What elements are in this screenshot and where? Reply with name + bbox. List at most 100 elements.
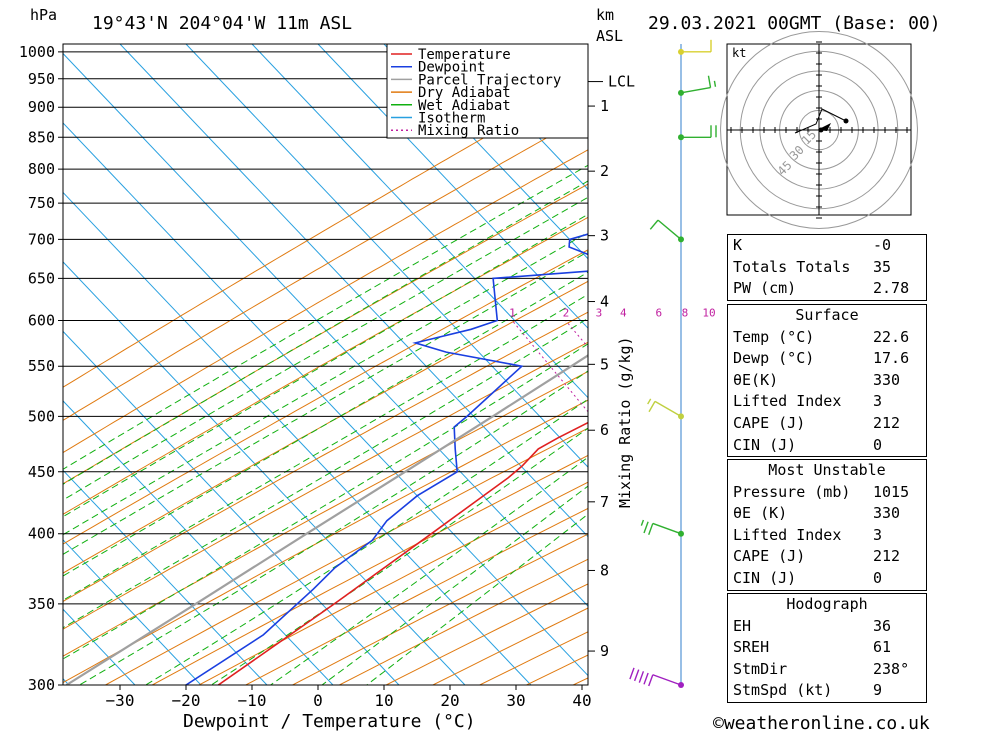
pressure-tick-label: 750 xyxy=(28,194,55,212)
surface-row: Lifted Index 3 xyxy=(733,392,883,411)
pressure-tick-label: 650 xyxy=(28,269,55,287)
hodograph-table-title: Hodograph xyxy=(786,595,868,613)
wind-barb-flag xyxy=(643,521,649,534)
temperature-tick-label: −30 xyxy=(106,691,135,710)
mixing-ratio-label: 3 xyxy=(596,306,603,319)
wind-barb-staff xyxy=(652,522,682,535)
legend-label: Dewpoint xyxy=(418,60,485,76)
lcl-label: LCL xyxy=(608,73,635,91)
x-axis-label: Dewpoint / Temperature (°C) xyxy=(183,711,476,732)
indices-table: K -0 Totals Totals 35 PW (cm) 2.78 xyxy=(727,234,927,301)
wet-adiabat-line xyxy=(63,180,588,485)
wind-barb-flag xyxy=(648,674,654,687)
most-unstable-row: Lifted Index 3 xyxy=(733,525,883,544)
wind-barb-staff xyxy=(652,674,682,686)
isotherm-line xyxy=(63,52,588,607)
isotherm-line xyxy=(119,44,588,538)
hodograph-unit: kt xyxy=(732,46,746,60)
most-unstable-row: CAPE (J) 212 xyxy=(733,547,901,566)
storm-motion-arrow xyxy=(817,123,831,131)
hodograph-endpoint xyxy=(843,118,849,124)
pressure-unit: hPa xyxy=(30,6,57,24)
wet-adiabat-line xyxy=(63,213,588,518)
isotherm-line xyxy=(63,539,202,685)
dry-adiabat-line xyxy=(152,454,588,685)
temperature-tick-label: 30 xyxy=(506,691,525,710)
dry-adiabat-line xyxy=(63,280,588,574)
pressure-tick-label: 400 xyxy=(28,525,55,543)
temperature-tick-label: 20 xyxy=(440,691,459,710)
mixing-ratio-label: 10 xyxy=(702,306,715,319)
wind-barb-flag xyxy=(640,519,645,526)
indices-row-k: K -0 xyxy=(733,236,892,254)
pressure-tick-label: 500 xyxy=(28,407,55,425)
surface-row: Dewp (°C) 17.6 xyxy=(733,349,910,368)
pressure-tick-label: 350 xyxy=(28,595,55,613)
legend-label: Parcel Trajectory xyxy=(418,72,561,88)
pressure-tick-label: 850 xyxy=(28,128,55,146)
isotherm-line xyxy=(251,44,588,399)
km-tick-label: 6 xyxy=(600,421,609,439)
dry-adiabat-line xyxy=(63,113,588,421)
wind-barb-flag xyxy=(649,219,659,230)
credit: ©weatheronline.co.uk xyxy=(713,713,930,733)
dry-adiabat-line xyxy=(198,481,588,685)
axes-labels: 3003504004505005506006507007508008509009… xyxy=(19,43,592,710)
dry-adiabat-line xyxy=(63,311,588,603)
mixing-ratio-axis-label: Mixing Ratio (g/kg) xyxy=(616,336,634,508)
hodograph-row: EH 36 xyxy=(733,616,892,635)
wind-barb-flag xyxy=(648,523,654,535)
series-temperature xyxy=(217,421,588,685)
temperature-tick-label: 40 xyxy=(572,691,591,710)
temperature-tick-label: 10 xyxy=(374,691,393,710)
surface-row: θE(K) 330 xyxy=(733,370,901,389)
dry-adiabat-line xyxy=(105,427,588,685)
wind-barb xyxy=(678,125,717,141)
pressure-tick-label: 450 xyxy=(28,463,55,481)
dry-adiabat-line xyxy=(245,507,588,685)
km-unit: km xyxy=(596,6,614,24)
isotherm-line xyxy=(63,122,588,677)
surface-table: Surface Temp (°C) 22.6 Dewp (°C) 17.6 θE(K… xyxy=(727,304,927,458)
dry-adiabat-line xyxy=(63,149,588,454)
dry-adiabat-line xyxy=(63,216,588,515)
wind-barb xyxy=(640,519,684,537)
surface-row: CAPE (J) 212 xyxy=(733,413,901,432)
wind-profile xyxy=(629,39,717,688)
location-title: 19°43'N 204°04'W 11m ASL xyxy=(92,13,352,34)
wet-adiabat-line xyxy=(63,231,588,536)
isotherm-line xyxy=(449,44,588,190)
wind-barb-staff xyxy=(654,400,682,417)
legend-label: Dry Adiabat xyxy=(418,85,511,101)
wind-barb xyxy=(629,667,684,688)
dry-adiabat-line xyxy=(63,370,588,657)
mixing-ratio-label: 4 xyxy=(620,306,627,319)
hodograph-table: Hodograph EH 36 SREH 61 StmDir 238° StmSpd … xyxy=(727,593,927,703)
km-tick-label: 1 xyxy=(600,97,609,115)
most-unstable-row: Pressure (mb) 1015 xyxy=(733,482,910,501)
wind-barb-flag xyxy=(648,401,656,413)
pressure-tick-label: 600 xyxy=(28,311,55,329)
isotherm-line xyxy=(63,400,334,685)
pressure-tick-label: 1000 xyxy=(19,43,55,61)
km-tick-label: 9 xyxy=(600,642,609,660)
temperature-tick-label: −20 xyxy=(172,691,201,710)
wet-adiabat-line xyxy=(63,196,588,501)
hodograph-row: StmSpd (kt) 9 xyxy=(733,681,883,700)
most-unstable-table: Most Unstable Pressure (mb) 1015 θE (K) 33… xyxy=(727,459,927,591)
hodograph-trace xyxy=(794,108,847,134)
dry-adiabat-line xyxy=(63,341,588,630)
wind-barb-flag xyxy=(707,75,712,88)
isotherm-line xyxy=(63,261,466,685)
most-unstable-row: CIN (J) 0 xyxy=(733,568,883,587)
surface-row: Temp (°C) 22.6 xyxy=(733,327,910,346)
mixing-ratio-label: 2 xyxy=(563,306,570,319)
indices-row-pw: PW (cm) 2.78 xyxy=(733,279,910,298)
wind-barb-staff xyxy=(657,219,682,240)
km-tick-label: 2 xyxy=(600,162,609,180)
surface-row: CIN (J) 0 xyxy=(733,435,883,454)
isotherm-line xyxy=(63,608,136,685)
